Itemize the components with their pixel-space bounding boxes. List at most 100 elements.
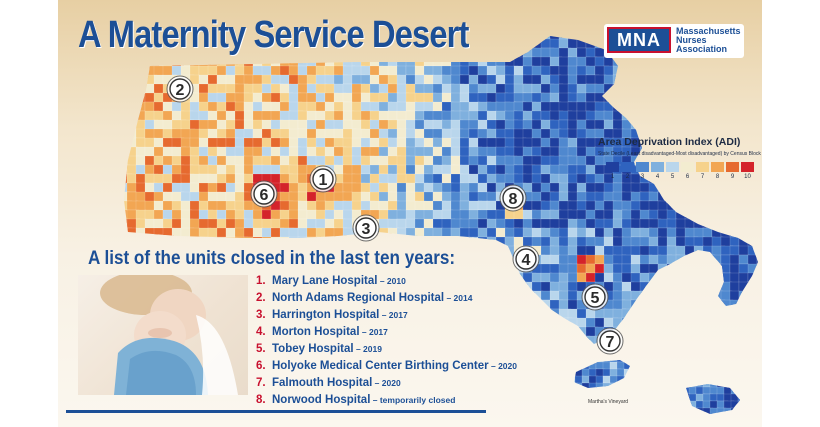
block-group-cell <box>333 137 345 148</box>
block-group-cell <box>450 92 461 104</box>
block-group-cell <box>756 317 758 331</box>
block-group-cell <box>595 361 605 370</box>
closure-year: – 2020 <box>488 361 517 371</box>
block-group-cell <box>216 83 227 94</box>
block-group-cell <box>648 101 659 116</box>
block-group-cell <box>171 200 182 212</box>
block-group-cell <box>695 386 704 396</box>
block-group-cell <box>369 83 381 94</box>
block-group-cell <box>540 335 556 344</box>
marker-number: 2 <box>176 82 185 99</box>
closure-item: 6. Holyoke Medical Center Birthing Center… <box>256 358 517 375</box>
block-group-cell <box>756 101 758 116</box>
block-group-cell <box>747 335 758 344</box>
block-group-cell <box>675 119 690 133</box>
block-group-cell <box>621 308 635 323</box>
block-group-cell <box>738 326 749 337</box>
block-group-cell <box>468 245 484 259</box>
block-group-cell <box>602 368 611 377</box>
photo-illustration <box>100 275 238 395</box>
block-group-cell <box>720 209 736 221</box>
block-group-cell <box>333 110 345 122</box>
block-group-cell <box>630 101 641 114</box>
block-group-cell <box>369 56 381 68</box>
block-group-cell <box>675 83 690 96</box>
block-group-cell <box>720 110 731 123</box>
block-group-cell <box>207 74 218 85</box>
closure-item: 8. Norwood Hospital – temporarily closed <box>256 392 517 409</box>
block-group-cell <box>616 375 625 385</box>
block-group-cell <box>585 92 596 103</box>
block-group-cell <box>675 182 690 196</box>
block-group-cell <box>432 137 444 148</box>
block-group-cell <box>639 326 650 338</box>
block-group-cell <box>696 415 704 422</box>
closure-hospital-name: Holyoke Medical Center Birthing Center <box>272 360 489 372</box>
block-group-cell <box>531 110 542 122</box>
block-group-cell <box>747 83 758 96</box>
block-group-cell <box>756 191 758 205</box>
block-group-cell <box>693 245 705 257</box>
block-group-cell <box>180 191 191 202</box>
block-group-cell <box>693 65 708 76</box>
block-group-cell <box>585 38 596 50</box>
block-group-cell <box>486 146 497 158</box>
block-group-cell <box>738 272 749 284</box>
closure-hospital-name: North Adams Regional Hospital <box>272 292 445 304</box>
block-group-cell <box>639 101 650 114</box>
block-group-cell <box>414 101 426 112</box>
block-group-cell <box>666 263 677 276</box>
block-group-cell <box>574 361 583 372</box>
closure-item: 1. Mary Lane Hospital – 2010 <box>256 273 517 290</box>
block-group-cell <box>567 164 578 176</box>
block-group-cell <box>684 110 695 126</box>
block-group-cell <box>623 361 630 371</box>
block-group-cell <box>568 390 576 398</box>
block-group-cell <box>666 218 678 229</box>
closure-hospital-name: Norwood Hospital <box>272 394 371 406</box>
block-group-cell <box>666 191 680 206</box>
block-group-cell <box>126 65 142 77</box>
block-group-cell <box>666 326 678 339</box>
block-group-cell <box>684 92 696 106</box>
closure-number: 8. <box>256 394 266 406</box>
block-group-cell <box>225 101 237 113</box>
block-group-cell <box>711 272 726 287</box>
block-group-cell <box>234 146 245 158</box>
block-group-cell <box>729 56 745 68</box>
legend-tick: 3 <box>640 174 645 180</box>
block-group-cell <box>126 74 137 88</box>
block-group-cell <box>702 308 716 324</box>
block-group-cell <box>747 38 758 52</box>
block-group-cell <box>558 326 569 342</box>
block-group-cell <box>486 110 497 121</box>
block-group-cell <box>532 345 544 354</box>
block-group-cell <box>243 128 254 139</box>
block-group-cell <box>522 308 533 319</box>
block-group-cell <box>729 218 740 231</box>
block-group-cell <box>675 290 691 301</box>
legend-tick: 1 <box>610 174 615 180</box>
block-group-cell <box>495 36 507 41</box>
block-group-cell <box>621 74 634 87</box>
block-group-cell <box>639 92 652 106</box>
block-group-cell <box>459 164 470 176</box>
block-group-cell <box>648 263 659 274</box>
block-group-cell <box>723 384 735 389</box>
block-group-cell <box>574 382 579 388</box>
block-group-cell <box>648 326 662 339</box>
block-group-cell <box>441 119 452 130</box>
block-group-cell <box>702 74 715 88</box>
block-group-cell <box>576 263 587 274</box>
block-group-cell <box>495 236 506 249</box>
block-group-cell <box>135 236 147 249</box>
block-group-cell <box>198 92 209 104</box>
block-group-cell <box>630 65 645 81</box>
block-group-cell <box>189 209 201 220</box>
block-group-cell <box>745 394 753 401</box>
block-group-cell <box>610 390 619 397</box>
block-group-cell <box>747 74 758 87</box>
block-group-cell <box>603 83 614 97</box>
block-group-cell <box>567 101 578 113</box>
block-group-cell <box>666 119 678 130</box>
